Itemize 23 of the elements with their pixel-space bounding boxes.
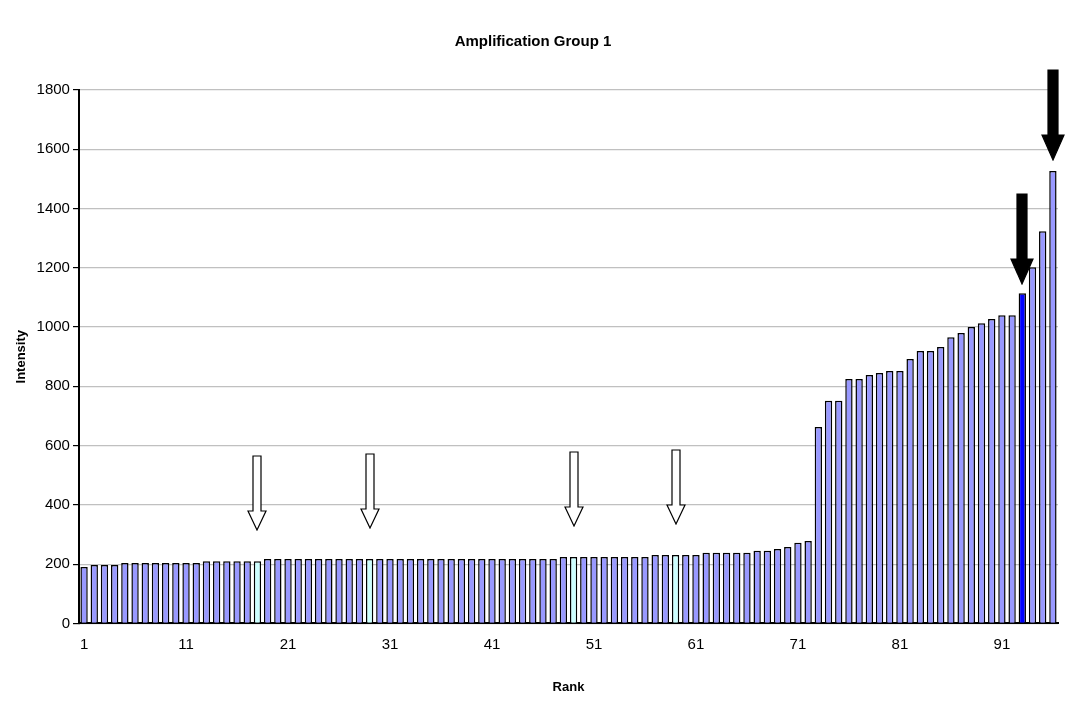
x-tick-label: 71 xyxy=(789,634,807,652)
y-tick-label: 1600 xyxy=(36,139,70,157)
x-tick-label: 31 xyxy=(381,634,399,652)
x-tick-label: 61 xyxy=(687,634,705,652)
x-axis-title: Rank xyxy=(552,678,586,694)
x-tick-label: 41 xyxy=(483,634,501,652)
x-tick-label: 91 xyxy=(993,634,1011,652)
chart-title: Amplification Group 1 xyxy=(453,32,613,49)
y-tick-label: 200 xyxy=(44,554,70,572)
x-tick-label: 21 xyxy=(279,634,297,652)
y-tick-label: 1400 xyxy=(36,198,70,216)
y-axis-title: Intensity xyxy=(13,329,29,384)
y-tick-label: 600 xyxy=(44,435,70,453)
y-tick-label: 0 xyxy=(61,613,70,631)
y-tick-label: 1200 xyxy=(36,257,70,275)
x-tick-label: 1 xyxy=(79,634,89,652)
y-tick-label: 1000 xyxy=(36,317,70,335)
x-tick-label: 11 xyxy=(178,634,194,652)
x-tick-label: 51 xyxy=(585,634,603,652)
y-tick-label: 400 xyxy=(44,495,70,513)
x-tick-label: 81 xyxy=(891,634,909,652)
y-tick-label: 800 xyxy=(44,376,70,394)
y-tick-label: 1800 xyxy=(36,80,70,98)
